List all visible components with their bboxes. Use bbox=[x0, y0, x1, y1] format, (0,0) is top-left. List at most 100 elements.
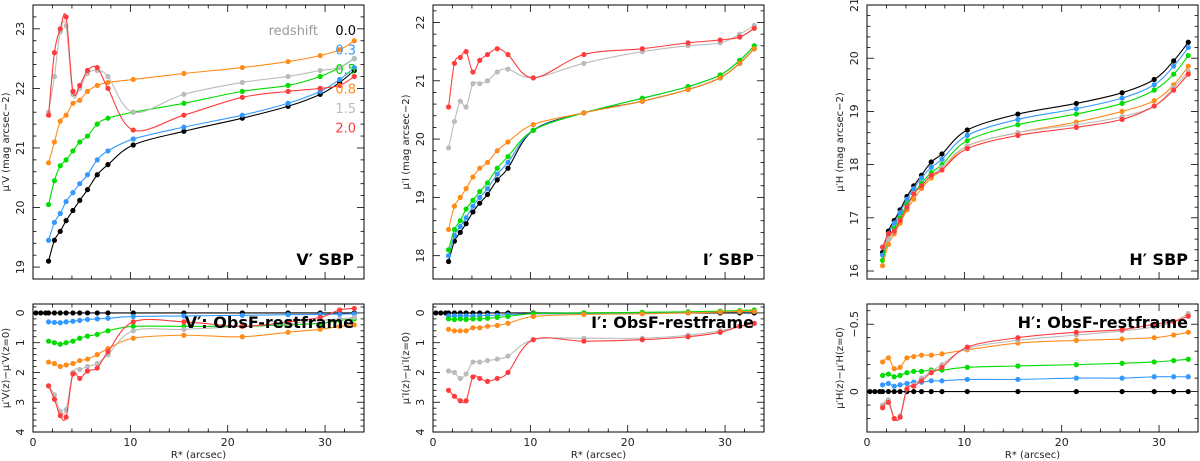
data-point bbox=[505, 320, 511, 326]
data-point bbox=[51, 139, 58, 145]
data-point bbox=[94, 157, 100, 163]
data-point bbox=[463, 104, 469, 110]
data-point bbox=[530, 121, 536, 128]
x-tick-label: 10 bbox=[123, 436, 137, 449]
data-point bbox=[239, 112, 245, 118]
data-point bbox=[1151, 359, 1157, 365]
data-point bbox=[45, 112, 52, 118]
data-point bbox=[239, 88, 245, 94]
series-line bbox=[882, 312, 1189, 421]
data-point bbox=[337, 64, 343, 71]
data-point bbox=[1119, 360, 1125, 366]
data-point bbox=[911, 191, 917, 197]
data-point bbox=[897, 372, 903, 379]
data-point bbox=[737, 60, 743, 66]
data-point bbox=[317, 326, 323, 332]
data-point bbox=[463, 49, 469, 55]
data-point bbox=[1171, 71, 1177, 77]
data-point bbox=[105, 328, 111, 334]
data-point bbox=[928, 159, 934, 165]
data-point bbox=[1119, 327, 1125, 333]
data-point bbox=[477, 375, 483, 382]
data-point bbox=[57, 228, 63, 234]
data-point bbox=[1119, 336, 1125, 342]
y-tick-label: 20 bbox=[848, 51, 861, 65]
panel-label: I′ SBP bbox=[703, 250, 754, 269]
x-tick-label: 10 bbox=[523, 436, 537, 449]
data-point bbox=[181, 313, 187, 319]
data-point bbox=[1151, 82, 1157, 88]
data-point bbox=[879, 263, 886, 269]
x-tick-label: 0 bbox=[30, 436, 37, 449]
data-point bbox=[77, 97, 83, 103]
data-point bbox=[457, 316, 463, 322]
data-point bbox=[1185, 71, 1191, 77]
y-tick-label: 18 bbox=[848, 158, 861, 172]
series-line bbox=[48, 67, 355, 241]
data-point bbox=[685, 310, 691, 316]
panel-label: V′ SBP bbox=[296, 250, 354, 269]
data-point bbox=[470, 203, 476, 209]
data-point bbox=[581, 60, 587, 66]
data-point bbox=[964, 376, 970, 383]
data-point bbox=[130, 109, 136, 115]
data-point bbox=[685, 334, 691, 340]
data-point bbox=[494, 375, 500, 382]
data-point bbox=[351, 314, 357, 320]
plot-area bbox=[433, 307, 757, 404]
data-point bbox=[751, 25, 757, 31]
data-point bbox=[130, 319, 136, 325]
data-point bbox=[964, 132, 970, 138]
data-point bbox=[477, 200, 483, 206]
data-point bbox=[105, 310, 111, 316]
axis-ticks bbox=[432, 5, 765, 280]
data-point bbox=[1151, 87, 1157, 93]
data-point bbox=[494, 165, 500, 171]
data-point bbox=[130, 335, 136, 341]
data-point bbox=[84, 333, 91, 339]
data-point bbox=[181, 326, 187, 332]
data-point bbox=[77, 82, 83, 89]
plot-area bbox=[879, 39, 1191, 269]
data-point bbox=[872, 388, 878, 395]
series-line bbox=[882, 55, 1189, 261]
data-point bbox=[1015, 132, 1021, 138]
data-point bbox=[130, 136, 136, 142]
data-point bbox=[911, 185, 917, 192]
y-tick-label: −0.5 bbox=[848, 311, 861, 338]
data-point bbox=[45, 237, 52, 243]
data-point bbox=[337, 307, 343, 313]
data-point bbox=[463, 215, 469, 221]
data-point bbox=[885, 236, 892, 242]
data-point bbox=[1185, 52, 1191, 59]
data-point bbox=[70, 207, 76, 214]
data-point bbox=[57, 341, 63, 347]
x-tick-label: 20 bbox=[221, 436, 235, 449]
x-tick-label: 30 bbox=[718, 436, 732, 449]
data-point bbox=[1171, 332, 1177, 338]
data-point bbox=[51, 340, 58, 346]
data-point bbox=[239, 323, 245, 329]
data-point bbox=[470, 174, 476, 180]
data-point bbox=[494, 171, 500, 177]
data-point bbox=[445, 226, 452, 233]
data-point bbox=[70, 88, 76, 94]
data-point bbox=[285, 100, 291, 106]
x-tick-label: 30 bbox=[1152, 436, 1166, 449]
data-point bbox=[717, 329, 723, 335]
data-point bbox=[484, 159, 491, 166]
data-point bbox=[470, 325, 476, 331]
data-point bbox=[918, 352, 925, 358]
data-point bbox=[530, 127, 536, 133]
series-line bbox=[48, 70, 355, 262]
data-point bbox=[45, 319, 52, 325]
data-point bbox=[445, 258, 452, 265]
data-point bbox=[484, 378, 491, 384]
data-point bbox=[94, 365, 100, 371]
data-point bbox=[879, 405, 886, 411]
data-point bbox=[1185, 39, 1191, 45]
legend-entry: 1.5 bbox=[335, 102, 356, 117]
series-line bbox=[48, 20, 355, 114]
data-point bbox=[445, 104, 452, 110]
